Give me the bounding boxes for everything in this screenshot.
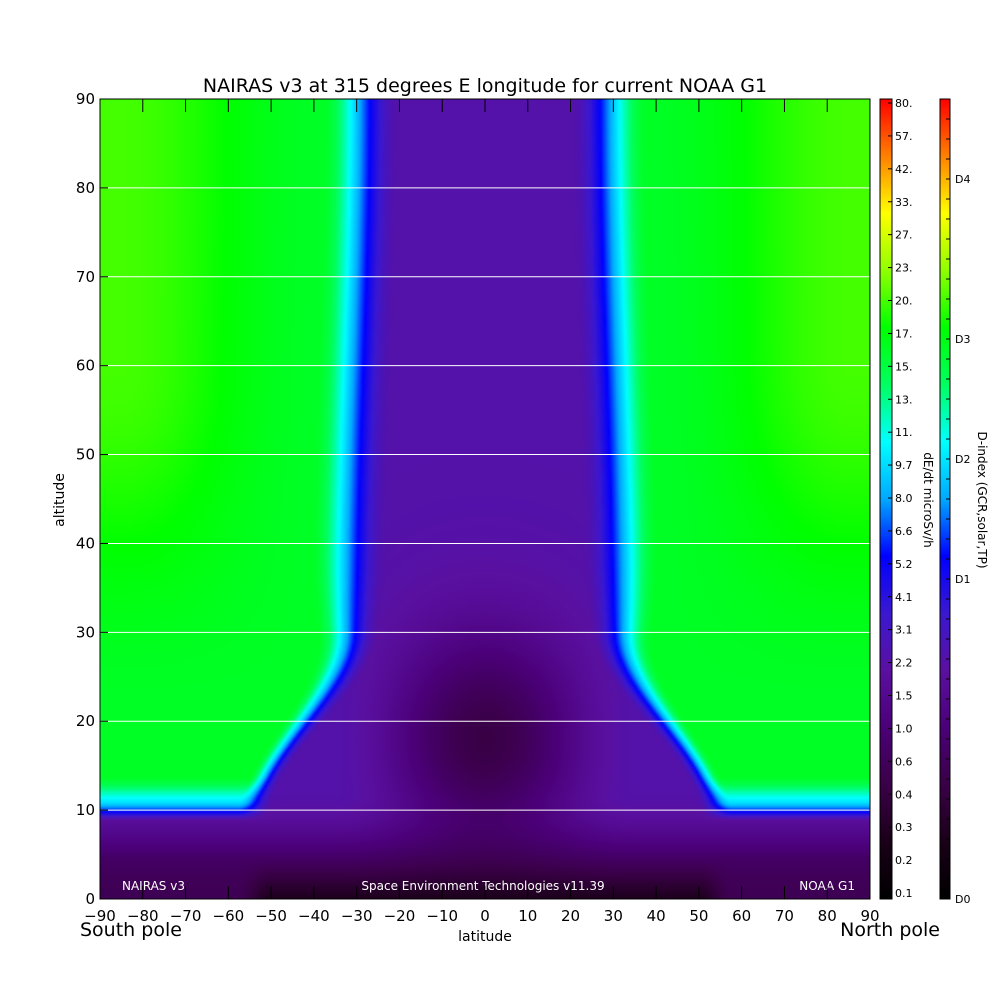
y-tick-label-4: 40 [76,534,95,552]
dose-tick-label-9: 4.1 [895,591,913,604]
x-tick-label-6: −30 [341,907,373,925]
footer-left-label: NAIRAS v3 [122,879,185,893]
x-tick-label-14: 50 [689,907,708,925]
footer-center-label: Space Environment Technologies v11.39 [361,879,604,893]
dose-colorbar [879,98,893,900]
x-tick-label-10: 10 [518,907,537,925]
x-tick-label-2: −70 [170,907,202,925]
dindex-tick-label-4: D4 [955,173,970,186]
dose-tick-label-23: 57. [895,130,913,143]
x-tick-label-0: −90 [84,907,116,925]
dindex-tick-label-3: D3 [955,333,970,346]
dose-tick-label-21: 33. [895,196,913,209]
dose-tick-label-14: 11. [895,426,913,439]
dose-tick-label-0: 0.1 [895,887,913,900]
dindex-tick-label-2: D2 [955,453,970,466]
south-pole-label: South pole [80,919,182,941]
y-tick-label-9: 90 [76,90,95,108]
x-tick-label-9: 0 [480,907,490,925]
dose-tick-label-17: 17. [895,327,913,340]
chart-title: NAIRAS v3 at 315 degrees E longitude for… [203,75,767,97]
dose-tick-label-22: 42. [895,163,913,176]
y-axis-label: altitude [52,473,68,527]
x-tick-label-11: 20 [561,907,580,925]
dose-colorbar-label: dE/dt microSv/h [921,452,935,547]
x-tick-label-12: 30 [604,907,623,925]
y-tick-label-2: 20 [76,712,95,730]
x-tick-label-18: 90 [860,907,879,925]
y-tick-label-5: 50 [76,446,95,464]
north-pole-label: North pole [840,919,940,941]
x-axis-label: latitude [458,929,512,945]
dose-tick-label-10: 5.2 [895,558,913,571]
y-tick-label-8: 80 [76,179,95,197]
x-tick-label-7: −20 [384,907,416,925]
x-tick-label-17: 80 [818,907,837,925]
x-tick-label-15: 60 [732,907,751,925]
dose-tick-label-11: 6.6 [895,525,913,538]
dindex-tick-label-0: D0 [955,893,970,906]
dindex-tick-label-1: D1 [955,573,970,586]
dose-tick-label-6: 1.5 [895,690,913,703]
dose-tick-label-20: 27. [895,229,913,242]
y-tick-label-6: 60 [76,357,95,375]
dose-tick-label-5: 1.0 [895,722,913,735]
dose-tick-label-3: 0.4 [895,788,913,801]
dose-tick-label-19: 23. [895,262,913,275]
dose-tick-label-12: 8.0 [895,492,913,505]
x-tick-label-4: −50 [255,907,287,925]
dose-tick-label-24: 80. [895,97,913,110]
dose-tick-label-4: 0.6 [895,755,913,768]
y-tick-label-1: 10 [76,801,95,819]
dose-tick-label-2: 0.3 [895,821,913,834]
dose-tick-label-1: 0.2 [895,854,913,867]
heatmap-image [100,99,870,899]
y-tick-label-0: 0 [85,890,95,908]
x-tick-label-16: 70 [775,907,794,925]
x-tick-label-5: −40 [298,907,330,925]
dose-tick-label-8: 3.1 [895,624,913,637]
dose-tick-label-16: 15. [895,360,913,373]
dose-tick-label-18: 20. [895,295,913,308]
dindex-colorbar-label: D-index (GCR,solar,TP) [975,431,989,568]
x-tick-label-3: −60 [213,907,245,925]
x-tick-label-8: −10 [426,907,458,925]
dose-tick-label-13: 9.7 [895,459,913,472]
x-tick-label-13: 40 [647,907,666,925]
y-tick-label-7: 70 [76,268,95,286]
x-tick-label-1: −80 [127,907,159,925]
dose-tick-label-7: 2.2 [895,657,913,670]
y-tick-label-3: 30 [76,623,95,641]
plot-area [99,98,871,900]
dose-tick-label-15: 13. [895,393,913,406]
